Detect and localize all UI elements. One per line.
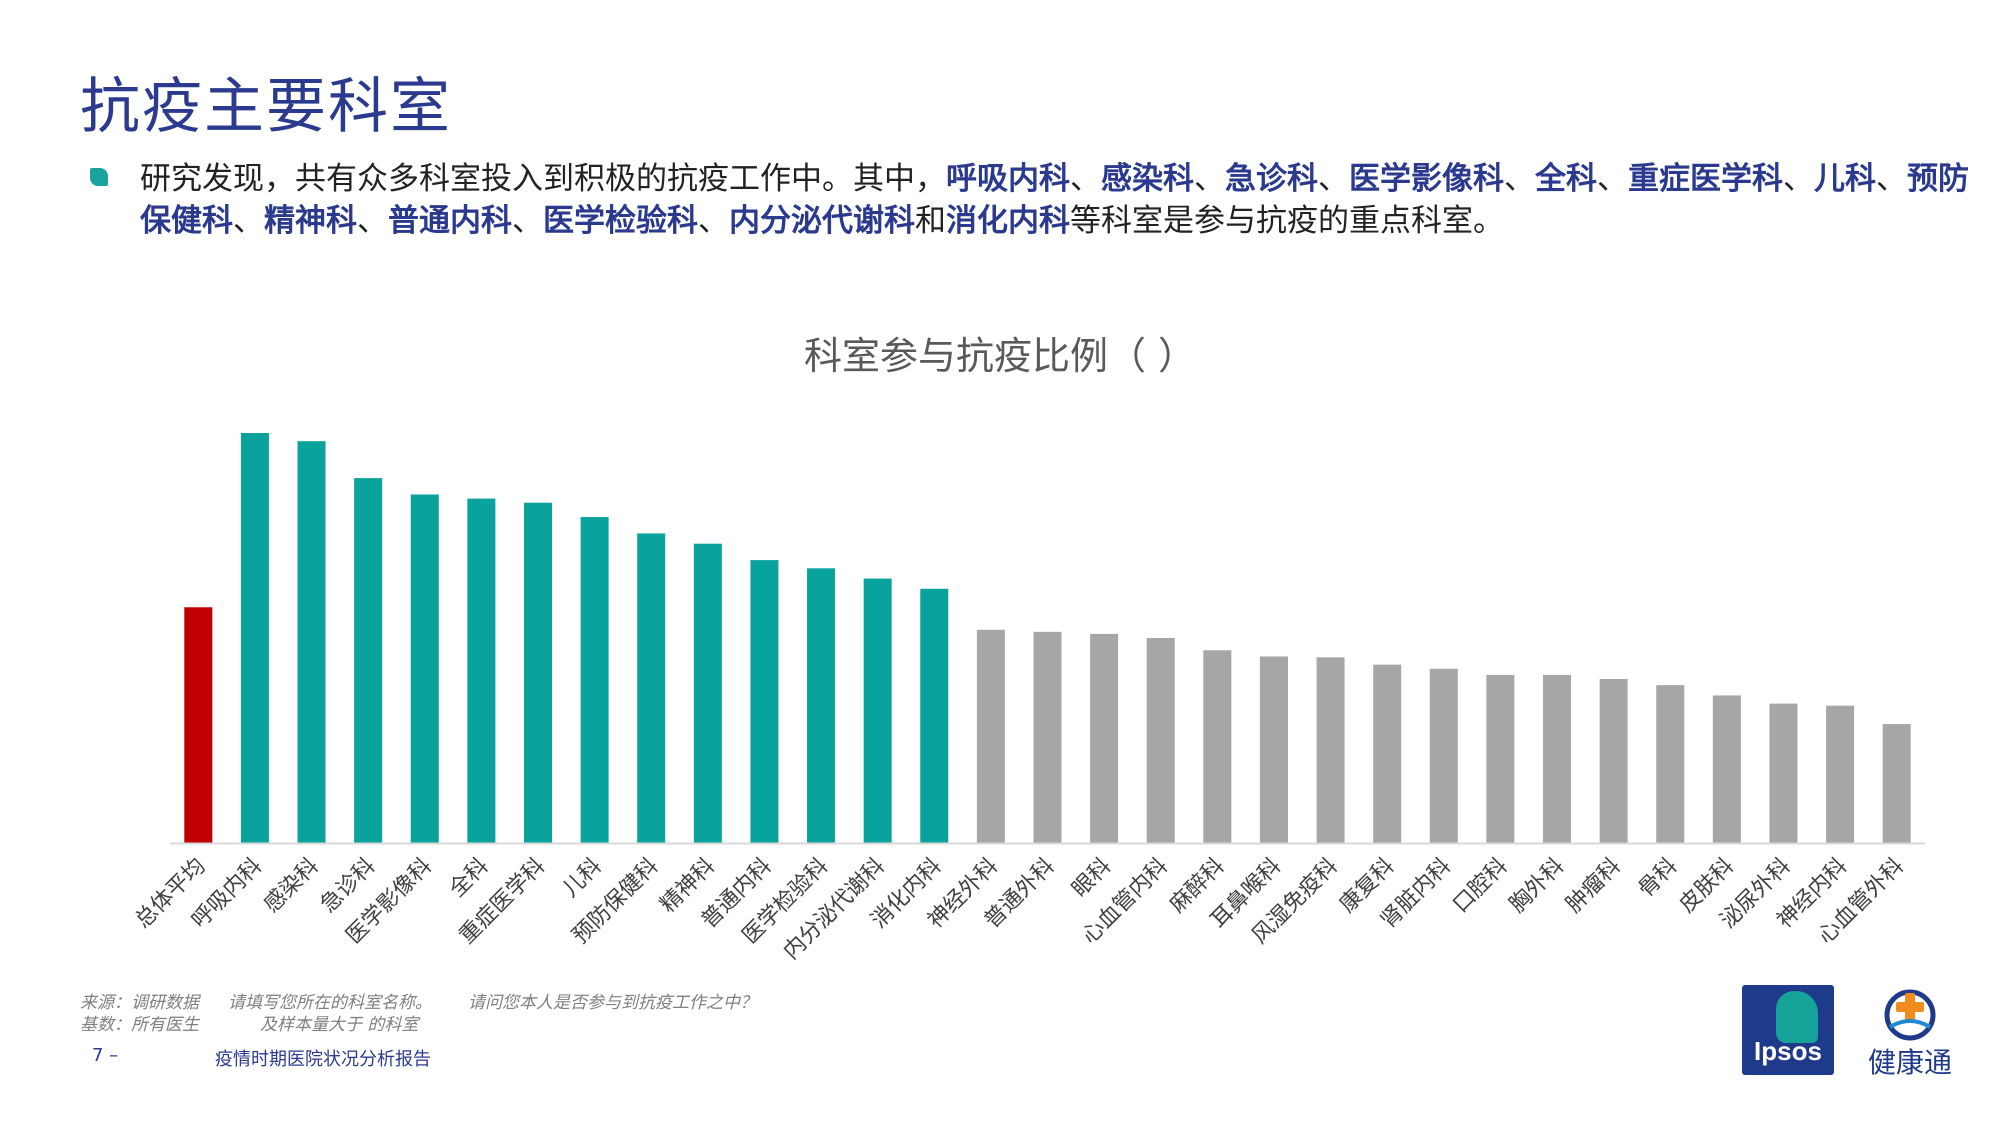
separator: 、 (1194, 161, 1225, 197)
highlight-dept: 普通内科 (388, 203, 512, 239)
bar-内分泌代谢科 (863, 578, 892, 843)
footer-source: 来源：调研数据 请填写您所在的科室名称。 请问您本人是否参与到抗疫工作之中？ 基数：… (80, 992, 757, 1036)
bar-耳鼻喉科 (1259, 656, 1288, 843)
x-tick-label: 全科 (445, 854, 494, 903)
highlight-dept: 儿科 (1814, 161, 1876, 197)
separator: 、 (1597, 161, 1628, 197)
bar-口腔科 (1486, 674, 1515, 843)
bar-肾脏内科 (1429, 668, 1458, 843)
separator: 、 (698, 203, 729, 239)
summary-bullet: 研究发现，共有众多科室投入到积极的抗疫工作中。其中，呼吸内科、感染科、急诊科、医… (90, 158, 1980, 242)
bar-康复科 (1373, 664, 1402, 843)
x-tick-label: 儿科 (558, 854, 607, 903)
highlight-dept: 消化内科 (946, 203, 1070, 239)
ipsos-logo-shape (1776, 991, 1818, 1043)
summary-text-part: 研究发现，共有众多科室投入到积极的抗疫工作中。其中， (140, 161, 946, 197)
report-name: 疫情时期医院状况分析报告 (215, 1049, 431, 1070)
bar-肿瘤科 (1599, 679, 1628, 843)
bar-心血管内科 (1146, 638, 1175, 843)
bar-医学影像科 (410, 494, 439, 843)
highlight-dept: 重症医学科 (1628, 161, 1783, 197)
base-label: 基数：所有医生 (80, 1015, 199, 1035)
source-line: 来源：调研数据 请填写您所在的科室名称。 请问您本人是否参与到抗疫工作之中？ (80, 992, 757, 1014)
jiankangtong-logo-text: 健康通 (1867, 1047, 1952, 1078)
bar-普通外科 (1033, 631, 1062, 843)
summary-text-part: 等科室是参与抗疫的重点科室。 (1070, 203, 1504, 239)
connector: 和 (915, 203, 946, 239)
jiankangtong-emblem-icon (1884, 989, 1936, 1041)
x-tick-label: 肿瘤科 (1562, 854, 1626, 918)
separator: 、 (512, 203, 543, 239)
highlight-dept: 医学检验科 (543, 203, 698, 239)
separator: 、 (233, 203, 264, 239)
page-number: 7 – (92, 1045, 119, 1066)
source-question-1: 请填写您所在的科室名称。 (228, 993, 432, 1013)
base-note: 及样本量大于 的科室 (260, 1015, 419, 1035)
page-title: 抗疫主要科室 (80, 72, 452, 142)
bar-儿科 (580, 517, 609, 843)
bar-神经外科 (976, 629, 1005, 843)
x-tick-label: 感染科 (259, 854, 323, 918)
highlight-dept: 内分泌代谢科 (729, 203, 915, 239)
summary-text: 研究发现，共有众多科室投入到积极的抗疫工作中。其中，呼吸内科、感染科、急诊科、医… (140, 158, 1980, 242)
bar-消化内科 (920, 588, 949, 843)
bar-麻醉科 (1203, 650, 1232, 843)
highlight-dept: 呼吸内科 (946, 161, 1070, 197)
bar-呼吸内科 (240, 433, 269, 843)
bar-急诊科 (354, 478, 383, 843)
bar-骨科 (1656, 685, 1685, 843)
ipsos-logo: Ipsos (1742, 985, 1834, 1075)
bar-胸外科 (1543, 674, 1572, 843)
bar-心血管外科 (1882, 724, 1911, 843)
bar-泌尿外科 (1769, 703, 1798, 843)
bar-预防保健科 (637, 533, 666, 843)
highlight-dept: 感染科 (1101, 161, 1194, 197)
separator: 、 (1318, 161, 1349, 197)
separator: 、 (1504, 161, 1535, 197)
bar-眼科 (1090, 633, 1119, 843)
x-tick-label: 口腔科 (1448, 854, 1512, 918)
highlight-dept: 急诊科 (1225, 161, 1318, 197)
source-label: 来源：调研数据 (80, 993, 199, 1013)
highlight-dept: 全科 (1535, 161, 1597, 197)
bar-精神科 (693, 543, 722, 843)
ipsos-logo-text: Ipsos (1754, 1036, 1822, 1066)
source-question-2: 请问您本人是否参与到抗疫工作之中？ (468, 993, 757, 1013)
bar-神经内科 (1826, 705, 1855, 843)
chart-title: 科室参与抗疫比例（ ） (803, 334, 1197, 378)
separator: 、 (1876, 161, 1907, 197)
x-tick-label: 眼科 (1068, 854, 1117, 903)
x-tick-label: 胸外科 (1505, 854, 1569, 918)
bar-皮肤科 (1712, 695, 1741, 843)
x-tick-label: 骨科 (1634, 854, 1683, 903)
highlight-dept: 预防保健科 (140, 161, 1969, 239)
bar-风湿免疫科 (1316, 657, 1345, 843)
bar-重症医学科 (523, 502, 552, 843)
bullet-icon (90, 168, 108, 186)
highlight-dept: 医学影像科 (1349, 161, 1504, 197)
bar-感染科 (297, 441, 326, 843)
jiankangtong-logo: 健康通 (1860, 985, 1960, 1078)
bar-普通内科 (750, 560, 779, 843)
bar-医学检验科 (807, 568, 836, 843)
bar-全科 (467, 498, 496, 843)
bar-总体平均 (184, 607, 213, 843)
highlight-dept: 精神科 (264, 203, 357, 239)
base-line: 基数：所有医生 及样本量大于 的科室 (80, 1014, 757, 1036)
separator: 、 (357, 203, 388, 239)
separator: 、 (1070, 161, 1101, 197)
separator: 、 (1783, 161, 1814, 197)
